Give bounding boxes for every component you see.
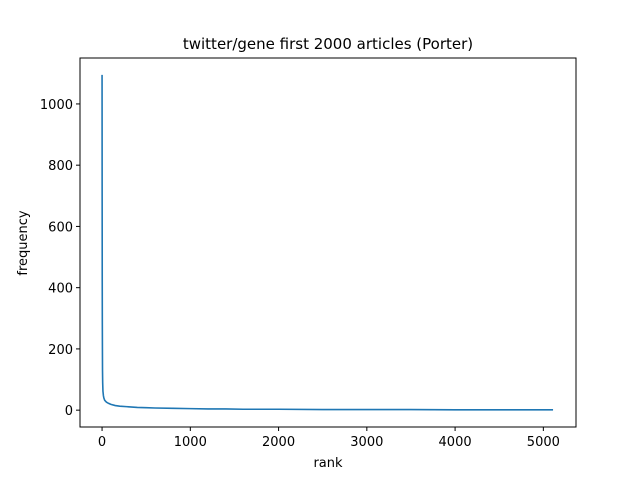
- x-axis-label: rank: [313, 456, 343, 471]
- y-tick-label: 1000: [40, 98, 73, 113]
- y-tick-label: 600: [48, 220, 73, 235]
- y-tick-label: 400: [48, 282, 73, 297]
- y-tick-label: 200: [48, 343, 73, 358]
- x-tick-label: 3000: [350, 435, 383, 450]
- x-tick-label: 2000: [262, 435, 295, 450]
- chart-title: twitter/gene first 2000 articles (Porter…: [183, 35, 473, 53]
- y-axis-label: frequency: [16, 210, 31, 276]
- x-tick-label: 1000: [174, 435, 207, 450]
- plot-frame: [79, 57, 577, 428]
- x-tick-label: 0: [98, 435, 106, 450]
- series-line-0: [101, 74, 554, 411]
- y-tick-label: 0: [65, 404, 73, 419]
- y-axis: 0 200 400 600 800 1000: [40, 98, 80, 419]
- y-tick-label: 800: [48, 159, 73, 174]
- x-axis: 0 1000 2000 3000 4000 5000: [98, 427, 560, 450]
- plot-area: [101, 74, 554, 411]
- x-tick-label: 4000: [439, 435, 472, 450]
- x-tick-label: 5000: [527, 435, 560, 450]
